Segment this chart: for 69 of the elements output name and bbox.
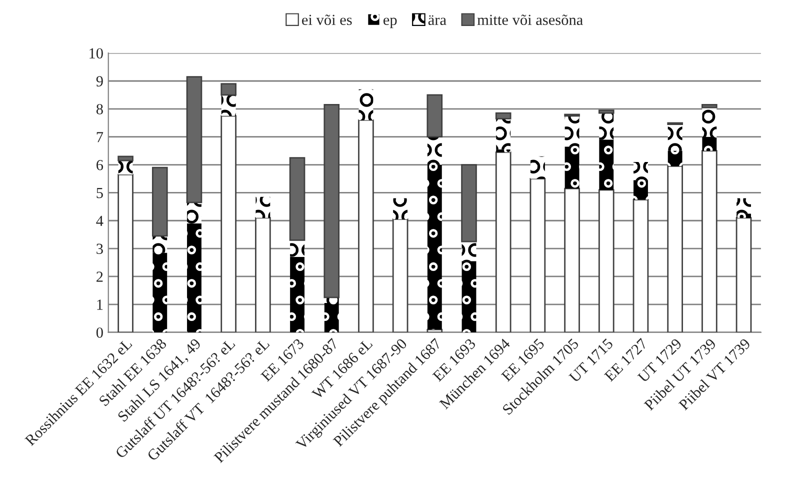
bar	[634, 162, 648, 180]
bar	[358, 119, 374, 332]
bar	[186, 76, 202, 204]
bar	[598, 110, 614, 114]
y-tick-label: 3	[96, 244, 103, 254]
bar	[256, 196, 270, 218]
bar	[495, 112, 512, 120]
bar	[462, 261, 476, 332]
y-tick-label: 2	[96, 272, 103, 282]
bar	[118, 156, 134, 162]
bar	[426, 94, 443, 138]
y-tick-label: 5	[96, 188, 103, 198]
bar	[118, 174, 134, 332]
bar	[255, 217, 271, 332]
bar	[187, 202, 202, 224]
bar	[220, 83, 236, 96]
bar	[496, 149, 511, 152]
bar	[530, 178, 546, 332]
legend-label: ära	[428, 15, 446, 26]
bar	[118, 160, 133, 175]
y-tick-label: 9	[96, 76, 103, 86]
bar	[598, 189, 614, 332]
bar	[187, 223, 202, 332]
legend-label: mitte või asesõna	[477, 14, 583, 26]
bar	[634, 180, 648, 200]
bar	[289, 157, 306, 241]
bar	[152, 252, 168, 332]
y-tick-label: 4	[96, 216, 104, 226]
bar	[392, 218, 408, 332]
bar	[702, 150, 718, 332]
bar	[702, 108, 717, 137]
bar	[702, 136, 717, 151]
bar	[530, 156, 545, 179]
y-tick-label: 1	[97, 300, 103, 310]
bar	[290, 256, 304, 332]
bar	[324, 303, 339, 332]
bar	[599, 140, 614, 190]
bar	[462, 242, 476, 262]
bar	[220, 115, 236, 332]
bar	[564, 146, 580, 189]
legend-label: ei või es	[302, 14, 352, 26]
bar	[152, 166, 168, 237]
bar	[564, 188, 580, 332]
y-tick-label: 6	[96, 160, 104, 170]
bar	[564, 116, 580, 147]
bar	[736, 214, 751, 218]
y-tick-label: 0	[96, 327, 103, 338]
bar	[427, 136, 442, 165]
y-tick-label: 7	[96, 132, 104, 142]
bar	[667, 165, 683, 332]
bar	[702, 104, 718, 108]
bar	[393, 198, 408, 220]
bar	[324, 297, 339, 303]
legend-label: ep	[383, 18, 397, 28]
bar	[152, 236, 168, 253]
bar	[221, 94, 236, 116]
bar	[736, 217, 752, 332]
bar	[736, 198, 751, 214]
bar	[599, 113, 614, 140]
bar	[461, 164, 477, 242]
y-tick-label: 8	[96, 104, 103, 114]
bar	[358, 89, 374, 120]
bar	[427, 164, 442, 330]
bar	[668, 150, 682, 166]
bar	[496, 118, 511, 150]
y-tick-label: 10	[90, 48, 103, 59]
bar	[632, 198, 649, 332]
bar	[324, 104, 340, 298]
bar	[495, 152, 512, 332]
